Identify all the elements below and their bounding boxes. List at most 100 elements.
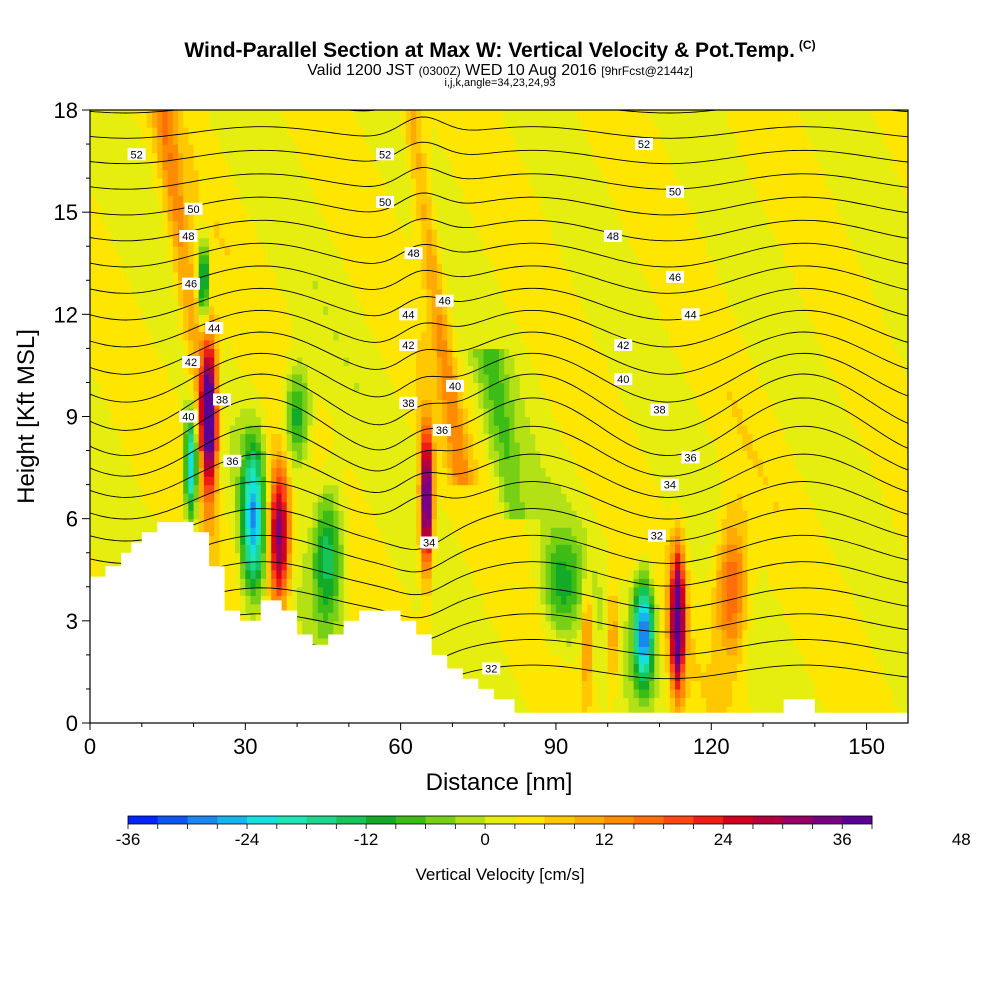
field-cell	[395, 476, 402, 486]
field-cell	[447, 527, 454, 537]
field-cell	[369, 527, 376, 537]
field-cell	[317, 152, 324, 162]
field-cell	[131, 203, 138, 213]
field-cell	[266, 331, 272, 341]
field-cell	[343, 510, 350, 520]
field-cell	[343, 144, 350, 154]
field-cell	[385, 254, 391, 264]
field-cell	[110, 476, 117, 486]
field-cell	[348, 348, 355, 358]
field-cell	[338, 373, 345, 384]
field-cell	[157, 305, 164, 315]
field-cell	[229, 493, 236, 503]
field-cell	[276, 407, 283, 418]
field-cell	[240, 586, 246, 596]
field-cell	[317, 203, 324, 213]
field-cell	[152, 459, 158, 469]
field-cell	[260, 356, 267, 367]
field-cell	[172, 110, 179, 120]
field-cell	[250, 476, 257, 486]
field-cell	[338, 433, 345, 443]
field-cell	[297, 331, 303, 341]
field-cell	[100, 467, 107, 477]
field-cell	[405, 425, 412, 435]
field-cell	[209, 254, 215, 264]
field-cell	[100, 229, 107, 239]
field-cell	[322, 229, 329, 239]
field-cell	[178, 501, 184, 511]
field-cell	[286, 518, 293, 528]
field-cell	[369, 561, 376, 571]
field-cell	[442, 203, 448, 213]
field-cell	[436, 407, 443, 418]
field-cell	[255, 399, 262, 409]
field-cell	[234, 552, 241, 562]
field-cell	[90, 178, 96, 188]
field-cell	[234, 161, 241, 171]
field-cell	[240, 212, 246, 222]
field-cell	[245, 603, 252, 613]
field-cell	[209, 535, 215, 545]
field-cell	[281, 288, 288, 298]
field-cell	[110, 288, 117, 298]
field-cell	[100, 425, 107, 435]
field-cell	[219, 178, 226, 188]
field-cell	[281, 399, 288, 409]
field-cell	[214, 254, 221, 264]
field-cell	[121, 314, 127, 324]
field-cell	[100, 442, 107, 452]
field-cell	[421, 373, 428, 384]
field-cell	[260, 552, 267, 562]
field-cell	[410, 110, 417, 120]
field-cell	[354, 433, 360, 443]
field-cell	[141, 433, 148, 443]
field-cell	[281, 535, 288, 545]
field-cell	[178, 288, 184, 298]
field-cell	[421, 365, 428, 375]
field-cell	[136, 246, 143, 256]
field-cell	[421, 161, 428, 171]
field-cell	[110, 203, 117, 213]
field-cell	[245, 348, 252, 358]
field-cell	[447, 586, 454, 596]
field-cell	[219, 484, 226, 494]
field-cell	[121, 161, 127, 171]
field-cell	[338, 399, 345, 409]
field-cell	[152, 169, 158, 179]
field-cell	[203, 280, 210, 290]
field-cell	[224, 510, 231, 520]
field-cell	[141, 348, 148, 358]
field-cell	[436, 348, 443, 358]
field-cell	[115, 459, 122, 469]
field-cell	[328, 280, 334, 290]
field-cell	[271, 382, 277, 392]
field-cell	[110, 390, 117, 401]
field-cell	[271, 510, 277, 520]
field-cell	[229, 220, 236, 230]
field-cell	[281, 118, 288, 128]
field-cell	[193, 433, 200, 443]
field-cell	[338, 390, 345, 401]
field-cell	[317, 476, 324, 486]
field-cell	[405, 271, 412, 281]
field-cell	[302, 399, 309, 409]
field-cell	[348, 246, 355, 256]
field-cell	[281, 339, 288, 349]
field-cell	[266, 322, 272, 332]
field-cell	[276, 127, 283, 137]
field-cell	[100, 510, 107, 520]
field-cell	[162, 110, 169, 120]
field-cell	[354, 339, 360, 349]
field-cell	[302, 373, 309, 384]
field-cell	[178, 442, 184, 452]
field-cell	[426, 203, 433, 213]
field-cell	[364, 510, 371, 520]
field-cell	[348, 595, 355, 605]
field-cell	[271, 229, 277, 239]
field-cell	[348, 110, 355, 120]
field-cell	[209, 382, 215, 392]
field-cell	[214, 237, 221, 247]
field-cell	[203, 110, 210, 120]
field-cell	[209, 220, 215, 230]
field-cell	[115, 297, 122, 307]
